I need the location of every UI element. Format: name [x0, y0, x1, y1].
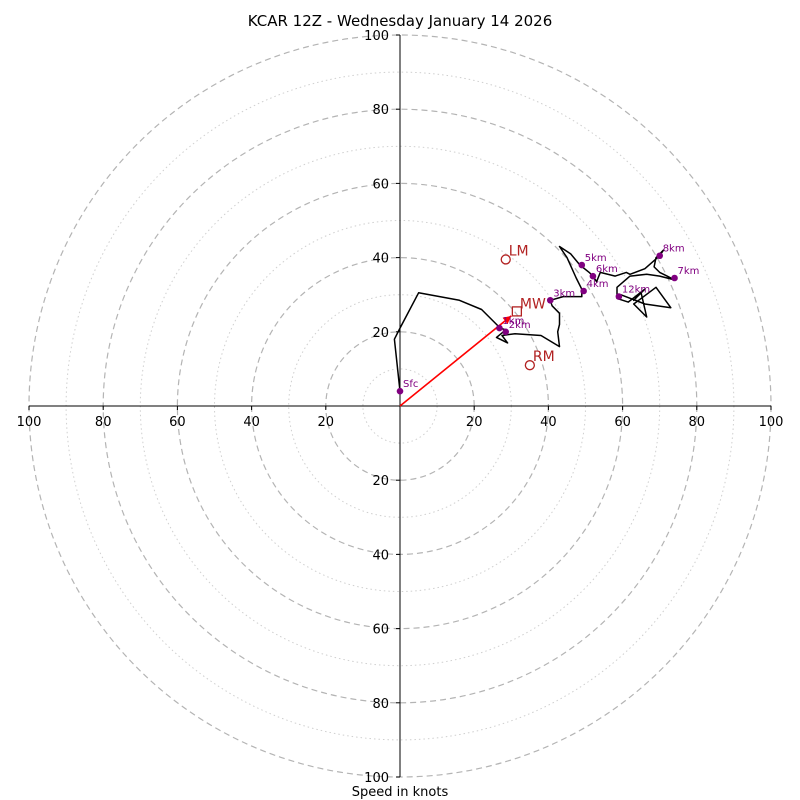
level-label-7km: 7km [678, 266, 700, 277]
level-dot-4km [580, 287, 587, 295]
chart-title: KCAR 12Z - Wednesday January 14 2026 [248, 12, 553, 30]
mean-wind-arrow-shaft [399, 315, 512, 407]
x-tick-label: 80 [689, 415, 706, 430]
level-label-4km: 4km [587, 279, 609, 290]
y-tick-label: 100 [364, 771, 389, 786]
storm-motion-RM [524, 360, 535, 371]
wind-profile-line [393, 245, 676, 392]
storm-motion-label-LM: LM [509, 243, 529, 259]
level-dot-1km [496, 324, 503, 332]
x-tick-label: 40 [243, 415, 260, 430]
y-tick-label: 40 [372, 252, 389, 267]
storm-motion-markers: LM RM MW [500, 243, 555, 371]
mean-wind-vector [399, 315, 512, 407]
level-label-Sfc: Sfc [403, 379, 418, 390]
y-tick-label: 80 [372, 697, 389, 712]
level-dot-12km [615, 293, 623, 300]
mean-wind-arrow-head [502, 315, 512, 324]
y-tick-label: 20 [372, 474, 389, 489]
level-dot-3km [546, 296, 554, 304]
mean-wind-marker [511, 306, 523, 317]
x-tick-label: 100 [17, 415, 42, 430]
y-tick-label: 60 [372, 623, 389, 638]
x-tick-label: 40 [540, 415, 557, 430]
x-tick-label: 100 [759, 415, 784, 430]
y-tick-label: 80 [372, 103, 389, 118]
storm-motion-LM [500, 254, 511, 265]
level-dot-6km [589, 272, 597, 280]
level-dot-8km [656, 252, 663, 260]
level-dot-Sfc [396, 387, 404, 395]
mean-wind-label: MW [520, 296, 546, 312]
x-tick-label: 60 [169, 415, 186, 430]
hodograph-trace [393, 245, 676, 392]
level-label-8km: 8km [663, 244, 685, 255]
storm-motion-label-RM: RM [533, 349, 555, 365]
level-dot-2km [502, 328, 510, 336]
level-label-12km: 12km [622, 285, 650, 296]
level-label-2km: 2km [509, 320, 531, 331]
y-tick-label: 100 [364, 29, 389, 44]
x-tick-label: 80 [95, 415, 112, 430]
y-tick-label: 40 [372, 548, 389, 563]
level-dot-5km [578, 261, 586, 269]
level-label-6km: 6km [596, 264, 618, 275]
x-tick-label: 20 [318, 415, 335, 430]
x-tick-label: 60 [614, 415, 631, 430]
level-label-1km: 1km [502, 316, 524, 327]
x-tick-label: 20 [466, 415, 483, 430]
level-dot-7km [671, 274, 678, 282]
tick-labels: 100 80 60 40 20 20 40 60 80 100 100 80 60 40 20 20 40 60 8… [17, 29, 784, 786]
x-axis-label: Speed in knots [352, 785, 449, 800]
level-label-3km: 3km [553, 288, 575, 299]
level-label-5km: 5km [585, 253, 607, 264]
y-tick-label: 60 [372, 177, 389, 192]
y-tick-label: 20 [372, 326, 389, 341]
